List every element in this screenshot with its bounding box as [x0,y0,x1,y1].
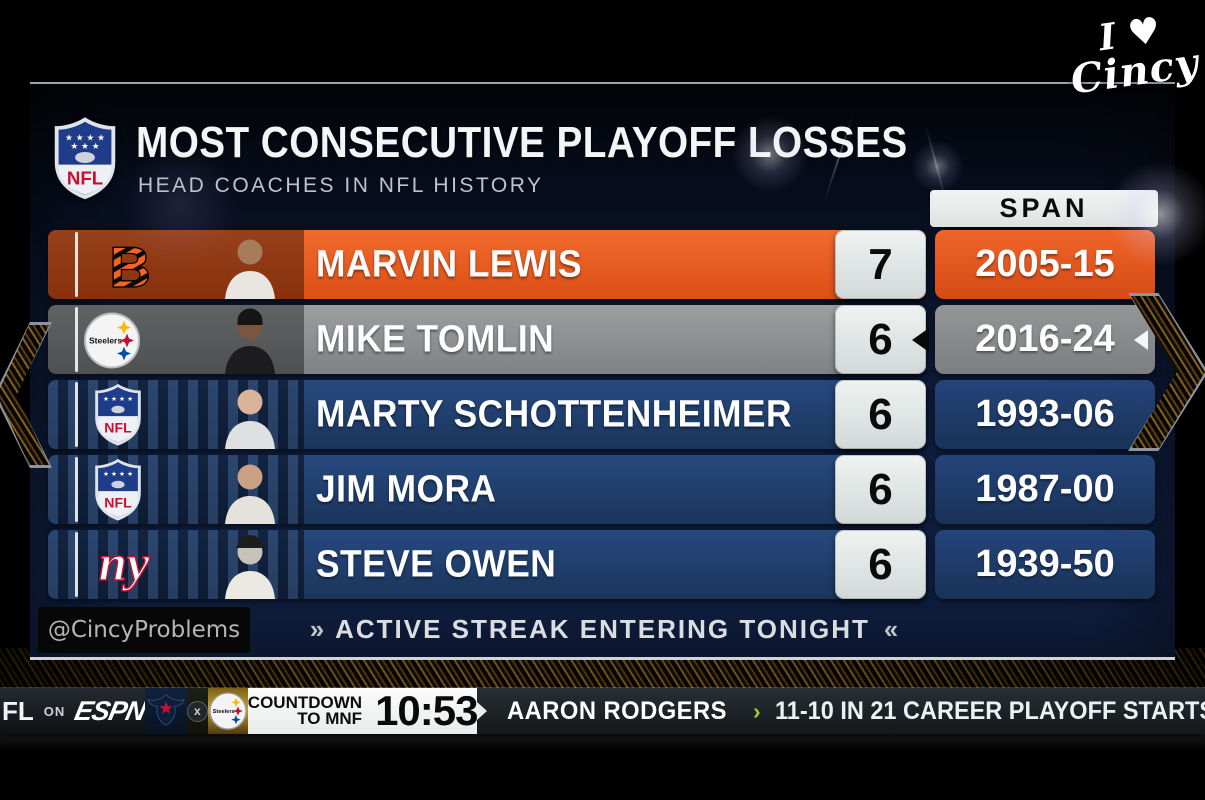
headline-player-name: AARON RODGERS [507,696,728,725]
chevrons-left-icon: ‹‹ [883,614,898,644]
steelers-logo-text: Steelers [212,709,234,715]
table-row-active: Steelers MIKE TOMLIN [48,305,1155,374]
versus-icon: x [186,700,208,722]
team-logo-zone: ny [48,530,304,599]
countdown-time: 10:53 [375,687,478,734]
nfl-partial-text: FL [2,695,34,726]
losses-count: 6 [835,305,929,374]
span-column-header: SPAN [930,190,1158,227]
steelers-logo-segment: Steelers [207,688,248,734]
team-logo-zone: B [48,230,304,299]
nfl-shield-icon: ★ ★ ★ ★ NFL [95,383,141,446]
team-logo-zone: ★ ★ ★ ★ NFL [48,380,304,449]
team-logo-zone: Steelers [48,305,304,374]
steelers-logo-icon: Steelers [209,692,247,730]
ticker-headline: AARON RODGERS › 11-10 IN 21 CAREER PLAYO… [477,688,1205,734]
table-row: ny STEVE OWEN 6 1939-50 [48,530,1155,599]
coach-name: MARTY SCHOTTENHEIMER [316,393,792,435]
row-accent-line [75,532,78,597]
nfl-shield-icon: ★ ★ ★ ★ ★ ★ ★ NFL [54,117,116,200]
headline-arrow-icon: › [753,697,761,724]
span-value: 1987-00 [935,455,1155,524]
span-value: 1939-50 [935,530,1155,599]
countdown-box: COUNTDOWN TO MNF 10:53 [247,687,478,734]
on-text: ON [43,703,66,719]
network-bug: FL ON ESPN [0,688,149,734]
coach-photo [225,389,275,449]
coach-name: MIKE TOMLIN [316,318,555,360]
svg-text:★ ★ ★ ★: ★ ★ ★ ★ [103,395,133,403]
coach-name: MARVIN LEWIS [316,243,583,285]
left-chevron-cutout [0,322,52,468]
row-main-bengals: B MARVIN LEWIS [48,230,926,299]
page-title: MOST CONSECUTIVE PLAYOFF LOSSES [136,118,908,167]
nfl-logo-text: NFL [104,495,132,511]
texans-logo-icon [146,694,185,726]
row-accent-line [75,232,78,297]
active-streak-caret-icon [1134,329,1148,350]
svg-text:★ ★ ★: ★ ★ ★ [70,142,99,152]
versus-segment: x [186,688,208,734]
coach-photo [225,535,275,599]
row-accent-line [75,307,78,372]
footer-note: ›› ACTIVE STREAK ENTERING TONIGHT ‹‹ [296,614,909,645]
row-main-nfl: ★ ★ ★ ★ NFL JIM MORA [48,455,926,524]
nfl-logo-text: NFL [104,420,132,436]
watermark-handle: @CincyProblems [38,607,250,653]
bottom-shadow [0,733,1205,753]
svg-text:★ ★ ★ ★: ★ ★ ★ ★ [103,470,133,478]
countdown-label: COUNTDOWN TO MNF [247,692,363,728]
row-main-nfl: ★ ★ ★ ★ NFL MARTY SCHOTTENHEIMER [48,380,926,449]
coach-photo [225,464,275,524]
espn-logo: ESPN [72,695,149,726]
texans-logo-segment [144,688,187,734]
row-accent-line [75,382,78,447]
svg-text:★ ★ ★ ★: ★ ★ ★ ★ [65,133,105,143]
span-value: 1993-06 [935,380,1155,449]
steelers-logo-text: Steelers [89,336,122,346]
table-row: B MARVIN LEWIS 7 2005-15 [48,230,1155,299]
row-accent-line [75,457,78,522]
coach-photo [225,308,275,374]
giants-logo-icon: ny [98,534,150,591]
chevrons-right-icon: ›› [309,614,324,644]
coach-name: STEVE OWEN [316,543,557,585]
span-value: 2016-24 [935,305,1155,374]
span-value: 2005-15 [935,230,1155,299]
losses-count: 6 [835,455,926,524]
losses-count: 7 [835,230,926,299]
row-main-giants: ny STEVE OWEN [48,530,926,599]
giants-logo-text: ny [99,535,150,591]
table-row: ★ ★ ★ ★ NFL JIM MORA 6 1987-00 [48,455,1155,524]
team-logo-zone: ★ ★ ★ ★ NFL [48,455,304,524]
active-streak-caret-icon [912,327,929,352]
losses-count: 6 [835,380,926,449]
table-row: ★ ★ ★ ★ NFL MARTY SCHOTTENHEIMER 6 [48,380,1155,449]
row-main-steelers: Steelers MIKE TOMLIN [48,305,926,374]
steelers-logo-icon: Steelers [84,312,140,369]
stats-board-panel: ★ ★ ★ ★ ★ ★ ★ NFL MOST CONSECUTIVE PLAYO… [30,82,1205,660]
nfl-shield-icon: ★ ★ ★ ★ NFL [95,458,141,521]
coach-photo [225,239,275,299]
broadcast-ticker: FL ON ESPN x Steelers COUNTDOWN [0,687,1205,734]
watermark-cincy: I ♥ Cincy [1064,7,1202,103]
footer-note-text: ACTIVE STREAK ENTERING TONIGHT [335,614,870,644]
bengals-logo-text: B [109,236,151,296]
losses-count: 6 [835,530,926,599]
right-chevron-cutout [1128,293,1205,451]
bengals-logo-icon: B [109,235,152,296]
nfl-logo-text: NFL [67,167,103,188]
leaderboard: B MARVIN LEWIS 7 2005-15 [48,230,1155,605]
page-subtitle: HEAD COACHES IN NFL HISTORY [138,174,544,197]
headline-stat-text: 11-10 IN 21 CAREER PLAYOFF STARTS [774,696,1205,725]
coach-name: JIM MORA [316,468,497,510]
